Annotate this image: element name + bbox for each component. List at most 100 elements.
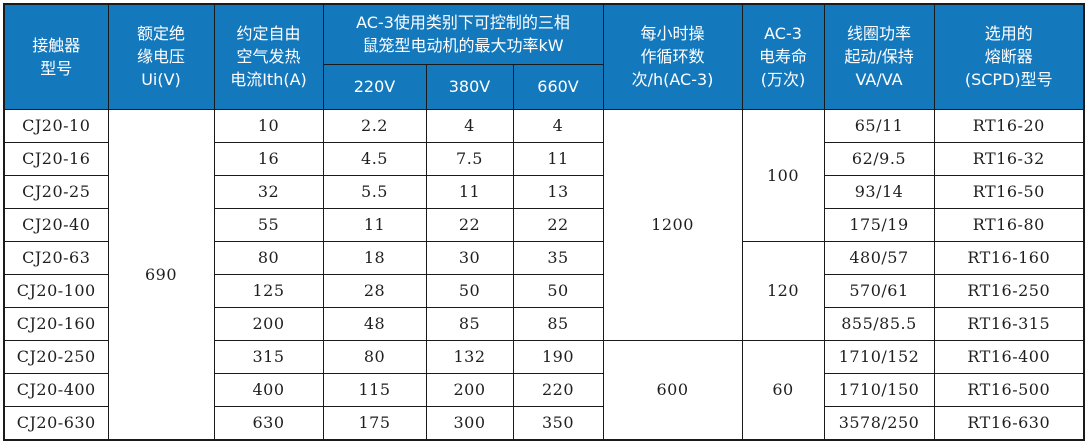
cell-p660: 220 (512, 372, 604, 407)
cell-p220: 4.5 (322, 141, 427, 176)
cell-model: CJ20-16 (3, 141, 109, 176)
cell-fuse: RT16-500 (933, 372, 1085, 407)
header-fuse: 选用的 熔断器 (SCPD)型号 (933, 3, 1085, 110)
table-row: CJ20-40 55 11 22 22 175/19 RT16-80 (3, 207, 1085, 242)
header-380v: 380V (425, 63, 514, 110)
cell-p220: 5.5 (322, 174, 427, 209)
cell-coil: 3578/250 (823, 405, 935, 440)
cell-coil: 1710/150 (823, 372, 935, 407)
cell-p380: 200 (425, 372, 514, 407)
table-body: CJ20-10 690 10 2.2 4 4 1200 100 65/11 RT… (3, 108, 1085, 440)
cell-fuse: RT16-20 (933, 108, 1085, 143)
header-660v: 660V (512, 63, 604, 110)
cell-fuse: RT16-400 (933, 339, 1085, 374)
cell-p380: 7.5 (425, 141, 514, 176)
header-coil-power: 线圈功率 起动/保持 VA/VA (823, 3, 935, 110)
table-row: CJ20-250 315 80 132 190 600 60 1710/152 … (3, 339, 1085, 440)
table-row: CJ20-25 32 5.5 11 13 93/14 RT16-50 (3, 174, 1085, 209)
cell-ith: 16 (213, 141, 324, 176)
cell-fuse: RT16-315 (933, 306, 1085, 341)
cell-cycles-1200: 1200 (602, 108, 743, 341)
cell-cycles-600: 600 (602, 339, 743, 440)
table-row: CJ20-630 630 175 300 350 3578/250 RT16-6… (3, 405, 1085, 440)
cell-coil: 175/19 (823, 207, 935, 242)
cell-p220: 48 (322, 306, 427, 341)
cell-model: CJ20-400 (3, 372, 109, 407)
cell-ith: 32 (213, 174, 324, 209)
cell-p380: 11 (425, 174, 514, 209)
header-insulation-voltage: 额定绝 缘电压 Ui(V) (107, 3, 215, 110)
cell-coil: 1710/152 (823, 339, 935, 374)
table-row: CJ20-400 400 115 200 220 1710/150 RT16-5… (3, 372, 1085, 407)
cell-p220: 2.2 (322, 108, 427, 143)
cell-ith: 400 (213, 372, 324, 407)
cell-fuse: RT16-250 (933, 273, 1085, 308)
cell-p660: 50 (512, 273, 604, 308)
header-electrical-life: AC-3 电寿命 (万次) (741, 3, 825, 110)
cell-coil: 93/14 (823, 174, 935, 209)
cell-p380: 50 (425, 273, 514, 308)
cell-fuse: RT16-50 (933, 174, 1085, 209)
cell-p220: 115 (322, 372, 427, 407)
cell-fuse: RT16-160 (933, 240, 1085, 275)
cell-fuse: RT16-80 (933, 207, 1085, 242)
contactor-spec-table: 接触器 型号 额定绝 缘电压 Ui(V) 约定自由 空气发热 电流Ith(A) … (3, 3, 1085, 441)
cell-model: CJ20-630 (3, 405, 109, 440)
cell-p220: 175 (322, 405, 427, 440)
cell-ith: 80 (213, 240, 324, 275)
cell-life-60: 60 (741, 339, 825, 440)
cell-p380: 30 (425, 240, 514, 275)
cell-model: CJ20-63 (3, 240, 109, 275)
cell-p220: 28 (322, 273, 427, 308)
cell-p380: 4 (425, 108, 514, 143)
header-cycles-per-hour: 每小时操 作循环数 次/h(AC-3) (602, 3, 743, 110)
cell-life-120: 120 (741, 240, 825, 341)
cell-life-100: 100 (741, 108, 825, 242)
table-header: 接触器 型号 额定绝 缘电压 Ui(V) 约定自由 空气发热 电流Ith(A) … (3, 3, 1085, 110)
cell-p380: 132 (425, 339, 514, 374)
cell-model: CJ20-40 (3, 207, 109, 242)
table-row: CJ20-100 125 28 50 50 570/61 RT16-250 (3, 273, 1085, 308)
cell-p660: 13 (512, 174, 604, 209)
cell-model: CJ20-25 (3, 174, 109, 209)
cell-p660: 22 (512, 207, 604, 242)
cell-p660: 4 (512, 108, 604, 143)
header-model: 接触器 型号 (3, 3, 109, 110)
cell-ith: 55 (213, 207, 324, 242)
cell-p380: 22 (425, 207, 514, 242)
cell-coil: 480/57 (823, 240, 935, 275)
cell-p220: 18 (322, 240, 427, 275)
cell-coil: 62/9.5 (823, 141, 935, 176)
cell-p380: 85 (425, 306, 514, 341)
cell-model: CJ20-10 (3, 108, 109, 143)
table-row: CJ20-16 16 4.5 7.5 11 62/9.5 RT16-32 (3, 141, 1085, 176)
cell-coil: 570/61 (823, 273, 935, 308)
table-row: CJ20-10 690 10 2.2 4 4 1200 100 65/11 RT… (3, 108, 1085, 440)
cell-model: CJ20-160 (3, 306, 109, 341)
cell-ith: 125 (213, 273, 324, 308)
table-row: CJ20-63 80 18 30 35 120 480/57 RT16-160 (3, 240, 1085, 341)
cell-p660: 35 (512, 240, 604, 275)
cell-p220: 11 (322, 207, 427, 242)
header-220v: 220V (322, 63, 427, 110)
cell-coil: 65/11 (823, 108, 935, 143)
cell-ith: 10 (213, 108, 324, 143)
cell-ith: 200 (213, 306, 324, 341)
cell-model: CJ20-100 (3, 273, 109, 308)
header-thermal-current: 约定自由 空气发热 电流Ith(A) (213, 3, 324, 110)
cell-insulation-voltage: 690 (107, 108, 215, 440)
cell-p380: 300 (425, 405, 514, 440)
cell-p660: 11 (512, 141, 604, 176)
cell-ith: 315 (213, 339, 324, 374)
cell-p220: 80 (322, 339, 427, 374)
header-ac3-power-group: AC-3使用类别下可控制的三相 鼠笼型电动机的最大功率kW (322, 3, 604, 65)
cell-ith: 630 (213, 405, 324, 440)
cell-fuse: RT16-630 (933, 405, 1085, 440)
cell-model: CJ20-250 (3, 339, 109, 374)
cell-p660: 85 (512, 306, 604, 341)
cell-p660: 350 (512, 405, 604, 440)
cell-p660: 190 (512, 339, 604, 374)
cell-coil: 855/85.5 (823, 306, 935, 341)
cell-fuse: RT16-32 (933, 141, 1085, 176)
